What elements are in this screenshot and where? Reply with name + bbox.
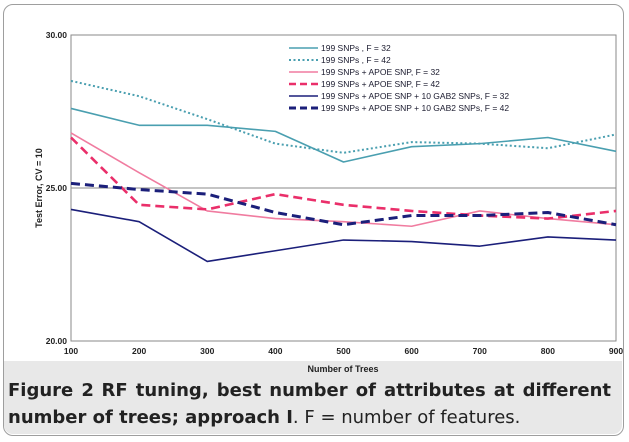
series-line-5 — [70, 208, 617, 263]
legend-entry-6: 199 SNPs + APOE SNP + 10 GAB2 SNPs, F = … — [321, 103, 509, 113]
x-axis-label: Number of Trees — [307, 364, 378, 374]
series-line-1 — [70, 107, 617, 163]
x-tick-label: 600 — [405, 346, 419, 356]
x-tick-label: 300 — [200, 346, 214, 356]
legend: 199 SNPs , F = 32 199 SNPs , F = 42 199 SN… — [289, 43, 509, 113]
x-tick-label: 700 — [473, 346, 487, 356]
legend-entry-2: 199 SNPs , F = 42 — [321, 55, 391, 65]
x-tick-label: 400 — [268, 346, 282, 356]
y-tick-label: 20.00 — [46, 336, 68, 346]
legend-entry-1: 199 SNPs , F = 32 — [321, 43, 391, 53]
legend-entry-3: 199 SNPs + APOE SNP, F = 32 — [321, 67, 440, 77]
caption-label: Figure 2 — [8, 380, 94, 401]
y-tick-label: 25.00 — [46, 183, 68, 193]
figure-caption: Figure 2 RF tuning, best number of attri… — [8, 377, 611, 431]
plot-area-border — [70, 34, 617, 342]
legend-entry-4: 199 SNPs + APOE SNP, F = 42 — [321, 79, 440, 89]
series-line-6 — [70, 181, 617, 227]
x-tick-label: 900 — [609, 346, 623, 356]
caption-background — [4, 361, 622, 434]
y-tick-label: 30.00 — [46, 30, 68, 40]
series-line-3 — [70, 132, 617, 228]
x-tick-label: 100 — [64, 346, 78, 356]
legend-entry-5: 199 SNPs + APOE SNP + 10 GAB2 SNPs, F = … — [321, 91, 509, 101]
y-axis-ticks: 20.00 25.00 30.00 — [46, 30, 68, 346]
series-line-4 — [70, 136, 617, 220]
series-lines — [70, 79, 617, 263]
x-tick-label: 200 — [132, 346, 146, 356]
caption-title: RF tuning, best number of attributes at … — [8, 380, 611, 428]
caption-note: . F = number of features. — [292, 407, 521, 428]
y-axis-label: Test Error, CV = 10 — [34, 148, 44, 228]
x-tick-label: 500 — [336, 346, 350, 356]
x-axis-ticks: 100 200 300 400 500 600 700 800 900 — [64, 346, 623, 356]
x-tick-label: 800 — [541, 346, 555, 356]
series-line-2 — [70, 79, 617, 154]
